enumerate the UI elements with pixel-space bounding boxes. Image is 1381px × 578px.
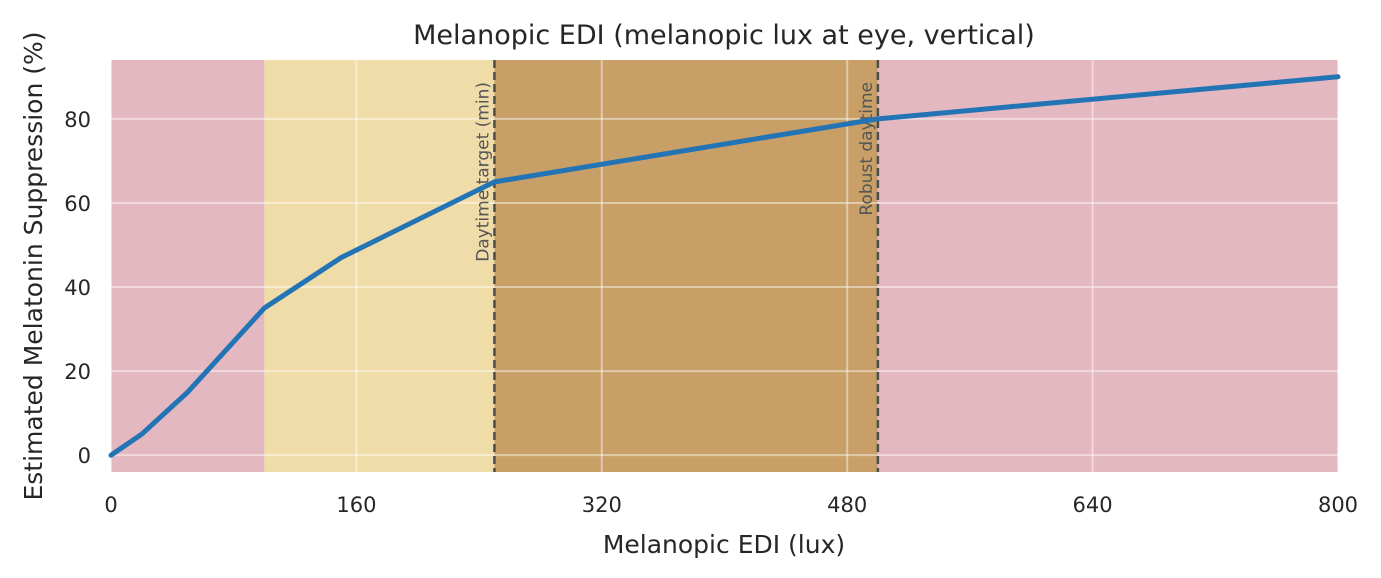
grid-layer [110,60,1339,472]
tick-labels: 0 160 320 480 640 800 0 20 40 60 80 [64,108,1358,517]
reference-line-label-1: Daytime target (min) [473,82,493,262]
y-tick-label: 80 [64,108,91,132]
x-tick-label: 480 [827,493,867,517]
x-tick-label: 800 [1318,493,1358,517]
band-2 [264,60,495,472]
y-tick-label: 60 [64,192,91,216]
series-line-1 [108,74,1341,458]
series-layer [108,74,1341,458]
x-tick-label: 160 [336,493,376,517]
y-tick-label: 0 [78,444,91,468]
band-3 [494,60,878,472]
y-tick-label: 40 [64,276,91,300]
x-tick-label: 320 [582,493,622,517]
reference-lines: Daytime target (min) Robust daytime [473,60,880,472]
band-1 [111,60,265,472]
band-4 [877,60,1338,472]
x-axis-label: Melanopic EDI (lux) [603,530,845,559]
bands-layer [111,60,1338,472]
chart-title: Melanopic EDI (melanopic lux at eye, ver… [413,20,1035,51]
y-tick-label: 20 [64,360,91,384]
reference-line-label-2: Robust daytime [857,82,877,216]
y-axis-label: Estimated Melatonin Suppression (%) [19,31,48,500]
x-tick-label: 640 [1073,493,1113,517]
x-tick-label: 0 [104,493,117,517]
